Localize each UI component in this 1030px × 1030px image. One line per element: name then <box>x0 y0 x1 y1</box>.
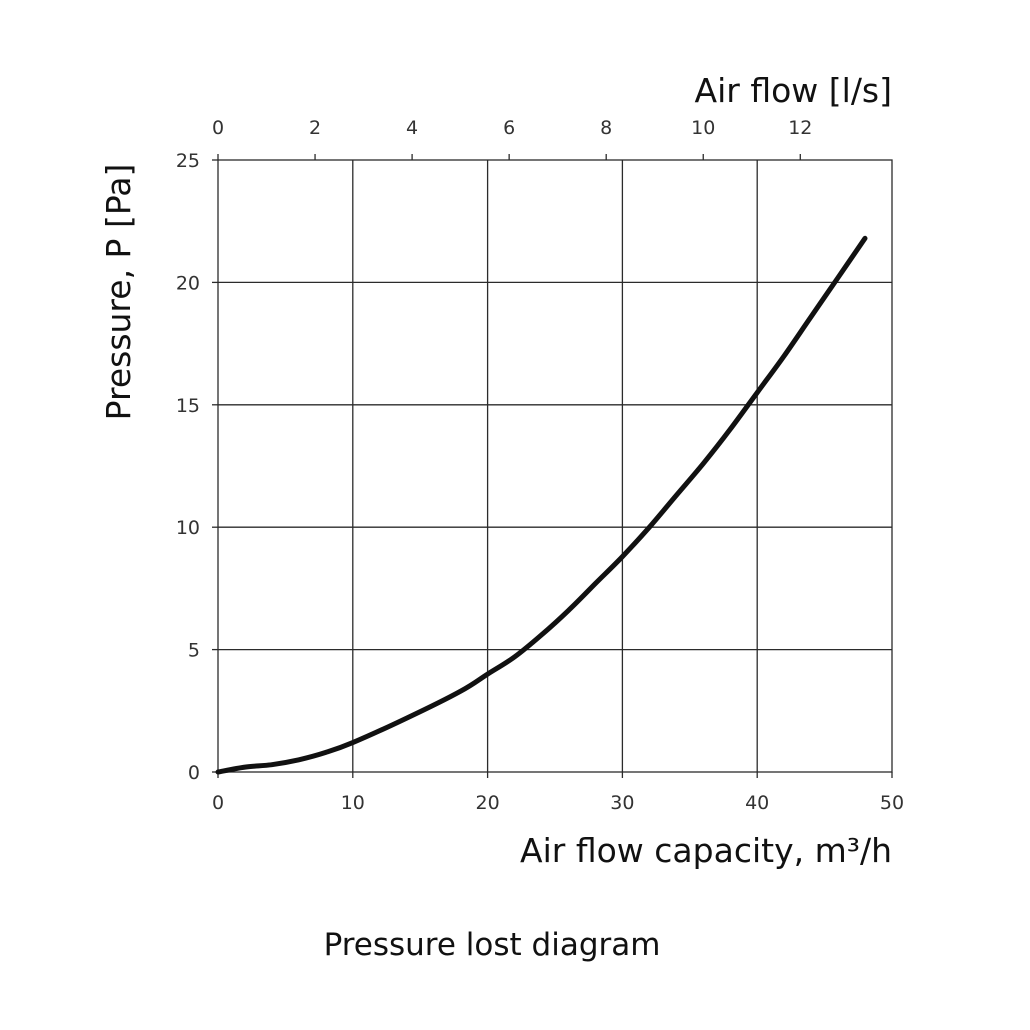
tick-labels: 0 10 20 30 40 50 0 2 4 6 8 10 12 0 5 10 15 20 25 <box>176 117 904 814</box>
y-tick-label: 25 <box>176 150 200 172</box>
y-tick-label: 10 <box>176 517 200 539</box>
x2-tick-label: 0 <box>212 117 224 139</box>
chart-caption: Pressure lost diagram <box>324 927 661 963</box>
x-tick-label: 10 <box>341 792 365 814</box>
x-axis-title: Air flow capacity, m³/h <box>520 831 892 870</box>
x2-tick-label: 4 <box>406 117 418 139</box>
y-tick-label: 20 <box>176 272 200 294</box>
x-tick-label: 30 <box>610 792 634 814</box>
x2-tick-label: 6 <box>503 117 515 139</box>
x2-tick-label: 8 <box>600 117 612 139</box>
x2-axis-title: Air flow [l/s] <box>695 71 892 110</box>
ticks <box>212 154 893 778</box>
grid <box>218 160 892 772</box>
x-tick-label: 0 <box>212 792 224 814</box>
x2-tick-label: 12 <box>788 117 812 139</box>
x2-tick-label: 10 <box>691 117 715 139</box>
y-tick-label: 5 <box>188 640 200 662</box>
y-tick-label: 15 <box>176 395 200 417</box>
x-tick-label: 40 <box>745 792 769 814</box>
plot-frame <box>217 159 893 773</box>
x2-tick-label: 2 <box>309 117 321 139</box>
pressure-curve <box>215 235 868 775</box>
y-axis-title: Pressure, P [Pa] <box>99 164 138 421</box>
x-tick-label: 20 <box>476 792 500 814</box>
x-tick-label: 50 <box>880 792 904 814</box>
y-tick-label: 0 <box>188 762 200 784</box>
